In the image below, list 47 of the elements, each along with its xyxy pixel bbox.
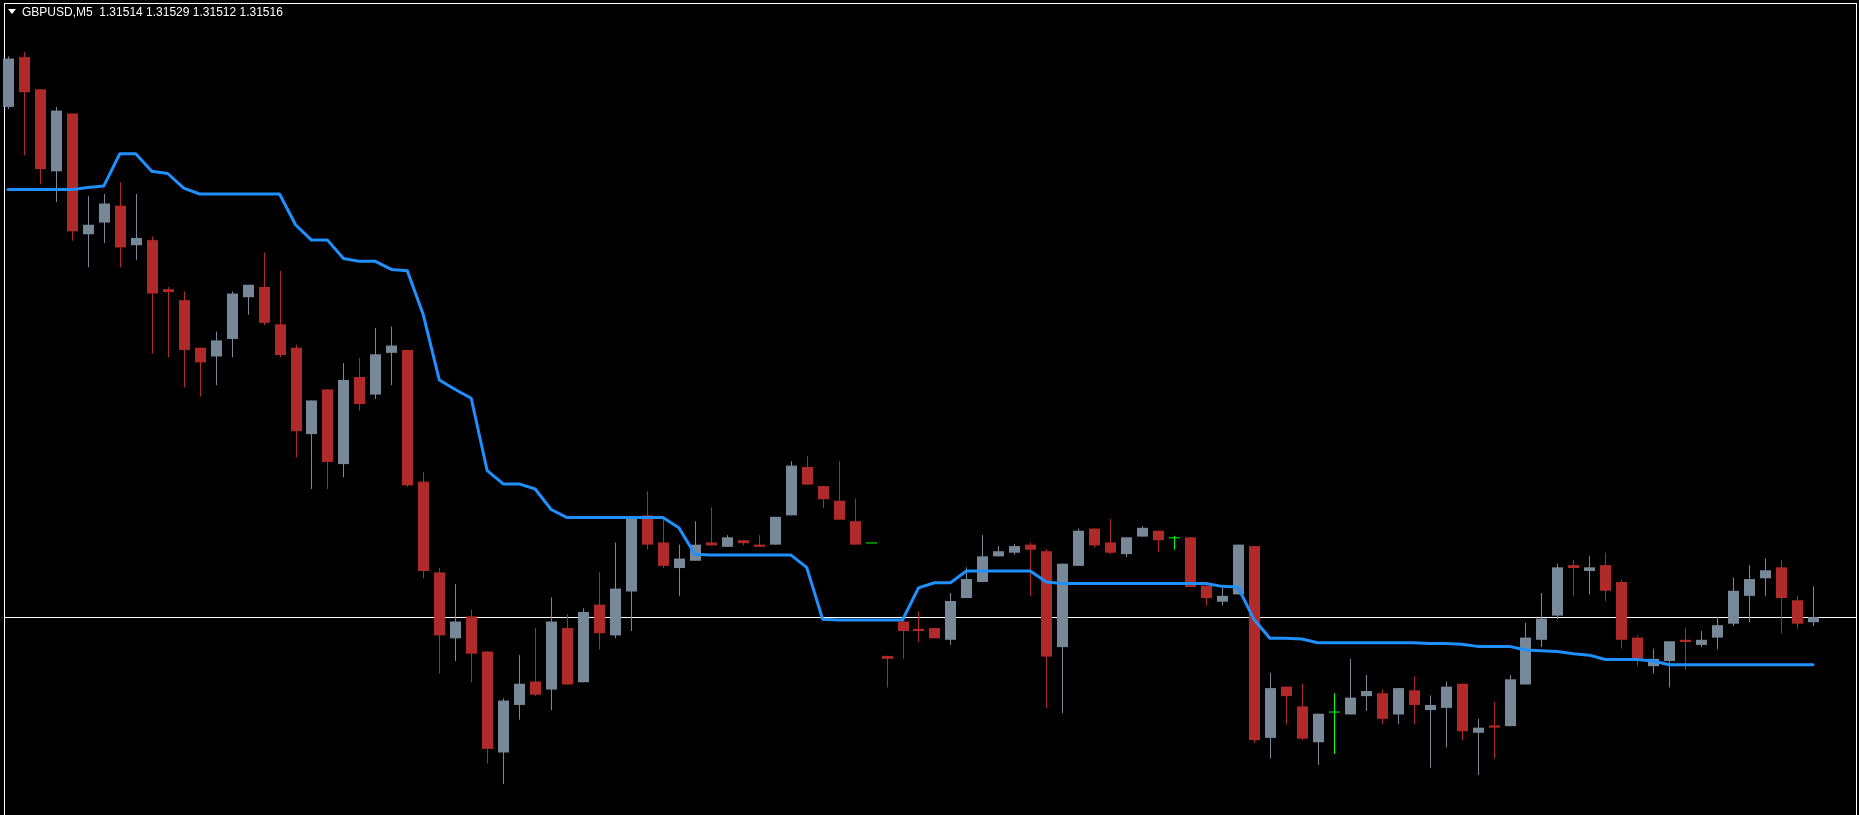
candlestick bbox=[1744, 564, 1755, 623]
candlestick bbox=[850, 498, 861, 546]
candlestick bbox=[1345, 658, 1356, 715]
candlestick bbox=[1792, 595, 1803, 630]
candlestick bbox=[674, 544, 685, 597]
candlestick bbox=[131, 193, 142, 261]
candlestick bbox=[1808, 585, 1819, 627]
candlestick bbox=[1536, 592, 1547, 648]
candlestick bbox=[913, 610, 924, 643]
candlestick bbox=[1584, 555, 1595, 595]
candlestick bbox=[882, 655, 893, 688]
candlestick bbox=[706, 506, 717, 546]
candlestick bbox=[450, 583, 461, 662]
candlestick bbox=[1361, 674, 1372, 712]
candlestick bbox=[1473, 718, 1484, 776]
candlestick bbox=[961, 566, 972, 599]
candlestick bbox=[834, 460, 845, 521]
candlestick bbox=[1105, 518, 1116, 555]
candlestick bbox=[1632, 634, 1643, 667]
candlestick bbox=[1425, 694, 1436, 769]
candlestick bbox=[195, 347, 206, 398]
candlestick bbox=[658, 518, 669, 569]
candlestick bbox=[1121, 536, 1132, 558]
candlestick bbox=[802, 455, 813, 486]
candlestick bbox=[1680, 627, 1691, 671]
candlestick bbox=[1025, 541, 1036, 597]
candlestick bbox=[818, 485, 829, 509]
candlestick bbox=[1169, 535, 1180, 551]
candlestick bbox=[243, 284, 254, 316]
candlestick bbox=[99, 193, 110, 244]
candlestick bbox=[1441, 681, 1452, 748]
candlestick bbox=[386, 326, 397, 386]
candlestick bbox=[163, 286, 174, 358]
candlestick bbox=[1489, 701, 1500, 759]
candlestick bbox=[1664, 640, 1675, 688]
chart-title: GBPUSD,M5 1.31514 1.31529 1.31512 1.31516 bbox=[22, 5, 284, 19]
candlestick bbox=[1281, 686, 1292, 726]
candlestick bbox=[1409, 675, 1420, 725]
candlestick bbox=[1760, 558, 1771, 597]
candlestick bbox=[514, 654, 525, 721]
candlestick bbox=[83, 195, 94, 268]
candlestick bbox=[1568, 559, 1579, 597]
candlestick bbox=[1329, 692, 1340, 755]
candlestick bbox=[530, 627, 541, 697]
candlestick bbox=[1712, 616, 1723, 650]
candlestick bbox=[211, 331, 222, 386]
candlestick bbox=[898, 621, 909, 660]
